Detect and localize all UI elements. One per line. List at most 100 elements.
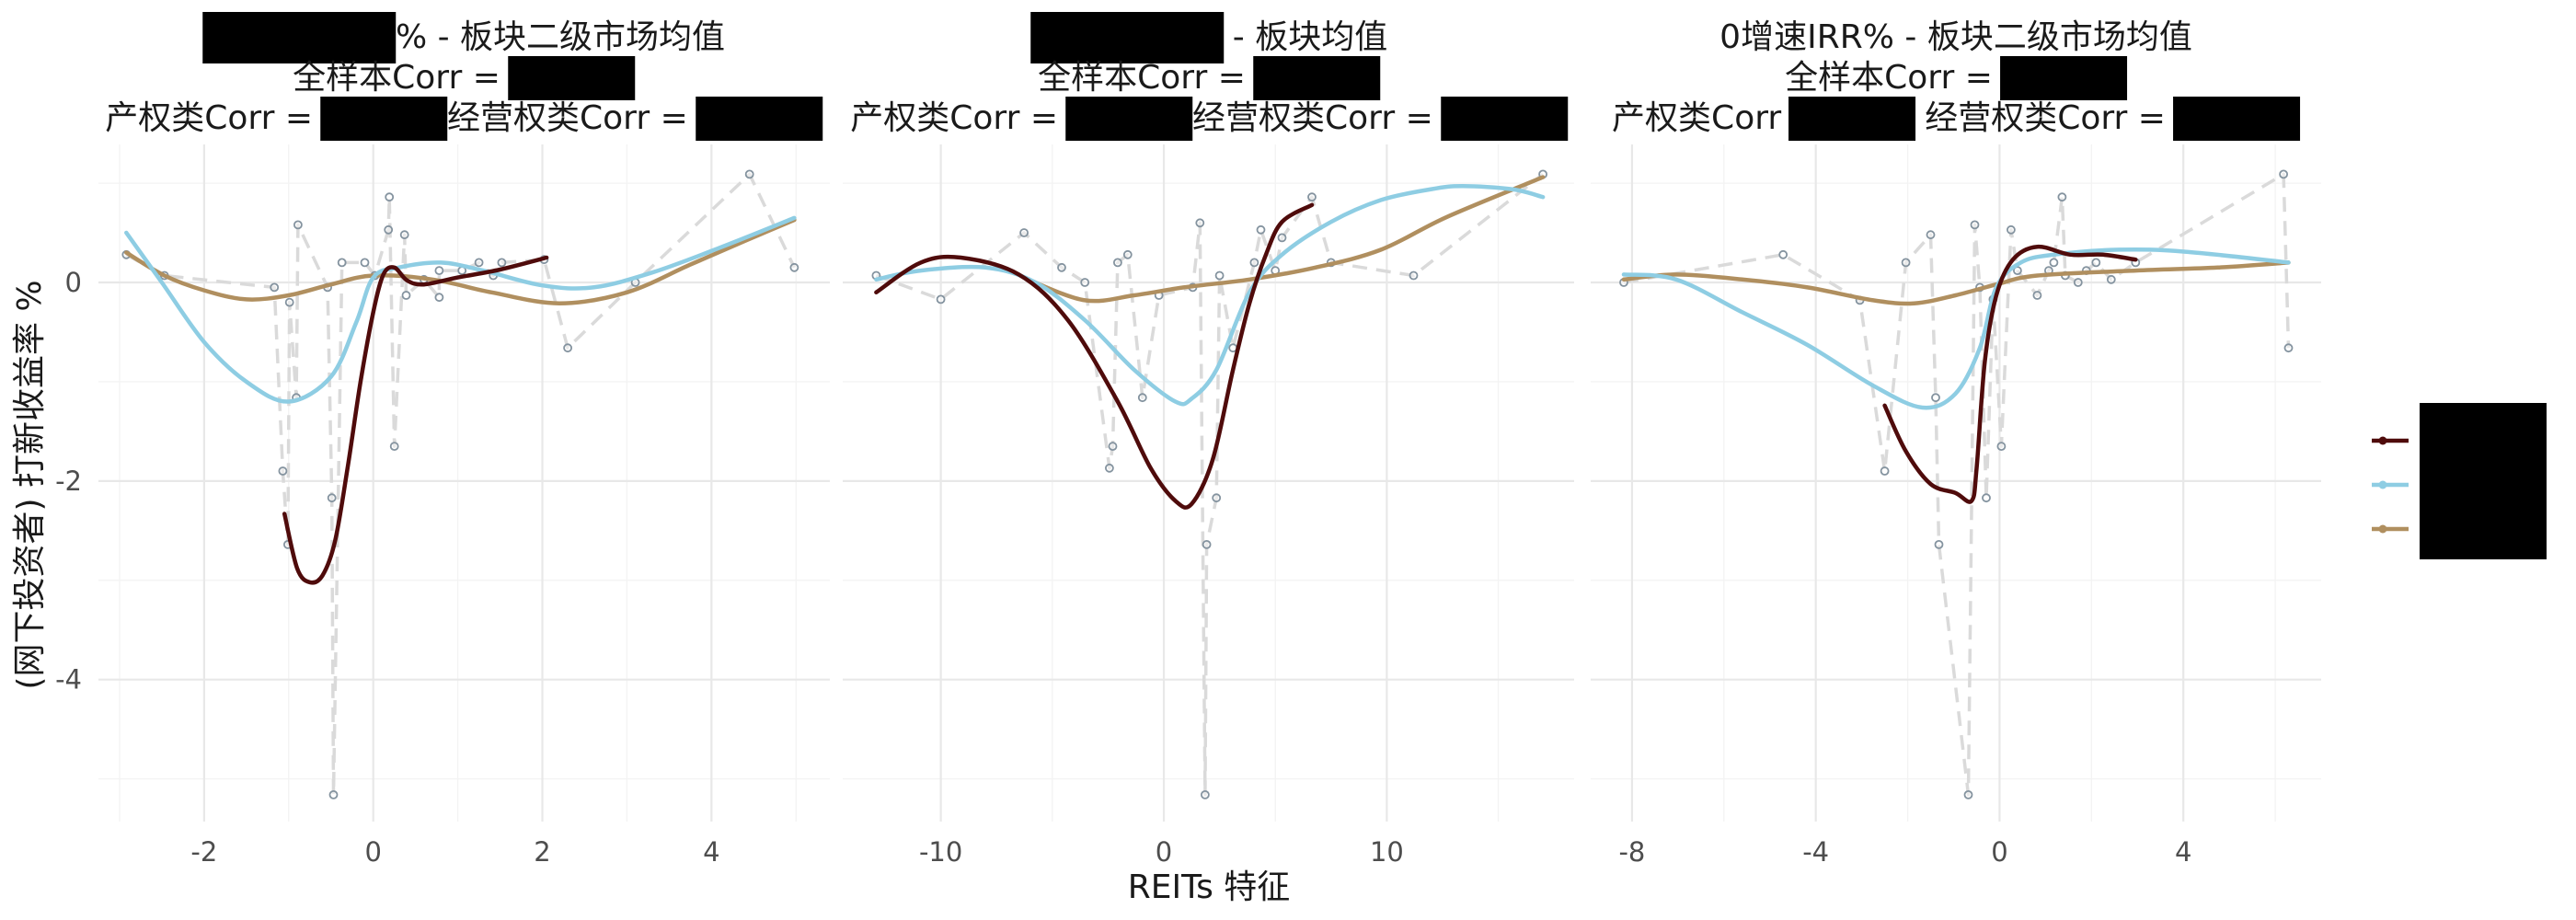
- panel-2-corr-operating-label: 经营权类Corr =: [1192, 99, 1433, 137]
- panel-1-title-line-1: % - 板块二级市场均值: [105, 12, 822, 63]
- redaction-box: [507, 56, 635, 100]
- panel-3-corr-all-label: 全样本Corr =: [1785, 59, 1993, 97]
- panel-3-title-line-1: 0增速IRR% - 板块二级市场均值: [1612, 17, 2300, 58]
- redaction-box: [695, 97, 822, 141]
- x-tick-label: 0: [364, 836, 381, 868]
- redaction-box: [2172, 97, 2300, 141]
- scatter-point: [1970, 220, 1980, 230]
- x-tick-label: 4: [2175, 836, 2191, 868]
- connector-line: [125, 172, 796, 797]
- panel-3-title-line-2: 全样本Corr =: [1612, 56, 2300, 100]
- scatter-point: [1880, 466, 1890, 476]
- scatter-point: [385, 192, 395, 202]
- scatter-point: [1249, 258, 1259, 268]
- panel-2-corr-all-label: 全样本Corr =: [1038, 59, 1246, 97]
- redaction-box: [1029, 12, 1224, 63]
- panel-1-corr-operating-label: 经营权类Corr =: [447, 99, 688, 137]
- scatter-point: [360, 258, 370, 268]
- panel-1: [121, 169, 799, 799]
- legend: [2372, 403, 2547, 559]
- smooth-line-series-3: [1621, 260, 2291, 306]
- scatter-point: [474, 258, 484, 268]
- y-axis-label: (网下投资者) 打新收益率 %: [11, 280, 49, 689]
- scatter-point: [327, 493, 337, 503]
- panel-1-title-line-3: 产权类Corr = 经营权类Corr =: [105, 97, 822, 141]
- smooth-line-series-1: [1882, 244, 2138, 504]
- scatter-point: [328, 790, 339, 799]
- scatter-point: [2106, 274, 2116, 284]
- scatter-point: [2032, 291, 2042, 300]
- x-tick-label: -8: [1618, 836, 1645, 868]
- scatter-point: [1409, 270, 1419, 281]
- redaction-box: [1999, 56, 2127, 100]
- scatter-point: [399, 230, 409, 240]
- x-tick-label: 0: [1991, 836, 2007, 868]
- panel-1-title-line-2: 全样本Corr =: [105, 56, 822, 100]
- scatter-point: [1137, 393, 1147, 403]
- scatter-point: [1105, 463, 1114, 473]
- y-tick-label: 0: [65, 267, 82, 298]
- scatter-point: [1019, 228, 1029, 237]
- panel-2-title-text: - 板块均值: [1232, 18, 1388, 56]
- scatter-point: [1307, 192, 1317, 202]
- scatter-point: [1214, 270, 1225, 281]
- connector-line: [875, 173, 1545, 797]
- panel-1-title: % - 板块二级市场均值 全样本Corr = 产权类Corr = 经营权类Cor…: [105, 12, 822, 141]
- scatter-point: [401, 291, 411, 300]
- panel-2-title-line-1: - 板块均值: [850, 12, 1568, 63]
- scatter-point: [2073, 278, 2083, 287]
- x-axis-label: REITs 特征: [1128, 868, 1291, 906]
- scatter-point: [497, 258, 507, 268]
- smooth-line-series-1: [874, 202, 1315, 510]
- redaction-box: [1065, 97, 1192, 141]
- x-tick-label: 0: [1156, 836, 1172, 868]
- redaction-box: [1788, 97, 1916, 141]
- legend-key-2-point: [2378, 480, 2387, 489]
- scatter-point: [2057, 192, 2067, 202]
- panel-2-corr-property-label: 产权类Corr =: [850, 99, 1058, 137]
- redaction-box: [320, 97, 447, 141]
- scatter-point: [563, 343, 572, 353]
- panel-3: [1619, 169, 2294, 799]
- scatter-point: [1926, 230, 1936, 240]
- panel-3-corr-property-label: 产权类Corr: [1612, 99, 1782, 137]
- scatter-point: [293, 220, 303, 230]
- redaction-box: [1252, 56, 1380, 100]
- y-tick-label: -4: [55, 664, 82, 696]
- scatter-point: [270, 282, 280, 293]
- legend-redaction-box: [2420, 403, 2547, 559]
- scatter-point: [1212, 493, 1222, 503]
- scatter-point: [936, 294, 946, 305]
- scatter-point: [1202, 540, 1212, 549]
- scatter-point: [284, 297, 294, 307]
- scatter-point: [1934, 540, 1944, 549]
- legend-key-3: [2372, 524, 2409, 534]
- redaction-box: [1440, 97, 1568, 141]
- panel-2: [871, 169, 1547, 799]
- x-tick-label: -4: [1802, 836, 1829, 868]
- scatter-point: [1901, 258, 1911, 268]
- x-tick-label: -2: [190, 836, 217, 868]
- y-tick-label: -2: [55, 466, 82, 497]
- scatter-point: [1108, 442, 1118, 452]
- legend-key-3-point: [2378, 524, 2387, 534]
- smooth-line-series-2: [124, 215, 797, 404]
- panel-1-corr-property-label: 产权类Corr =: [105, 99, 313, 137]
- scatter-point: [337, 258, 347, 268]
- scatter-point: [1778, 249, 1788, 259]
- scatter-point: [278, 466, 288, 476]
- panel-1-title-text: % - 板块二级市场均值: [395, 18, 726, 56]
- scatter-point: [434, 266, 444, 276]
- data-marks: [121, 169, 2294, 799]
- connector-line: [1623, 172, 2291, 797]
- scatter-point: [384, 224, 394, 235]
- x-tick-label: 10: [1370, 836, 1404, 868]
- x-tick-label: -10: [919, 836, 962, 868]
- scatter-point: [1277, 233, 1287, 243]
- scatter-point: [2049, 258, 2059, 268]
- panel-2-title: - 板块均值 全样本Corr = 产权类Corr = 经营权类Corr =: [850, 12, 1568, 141]
- scatter-point: [1080, 278, 1090, 287]
- scatter-point: [1122, 249, 1133, 259]
